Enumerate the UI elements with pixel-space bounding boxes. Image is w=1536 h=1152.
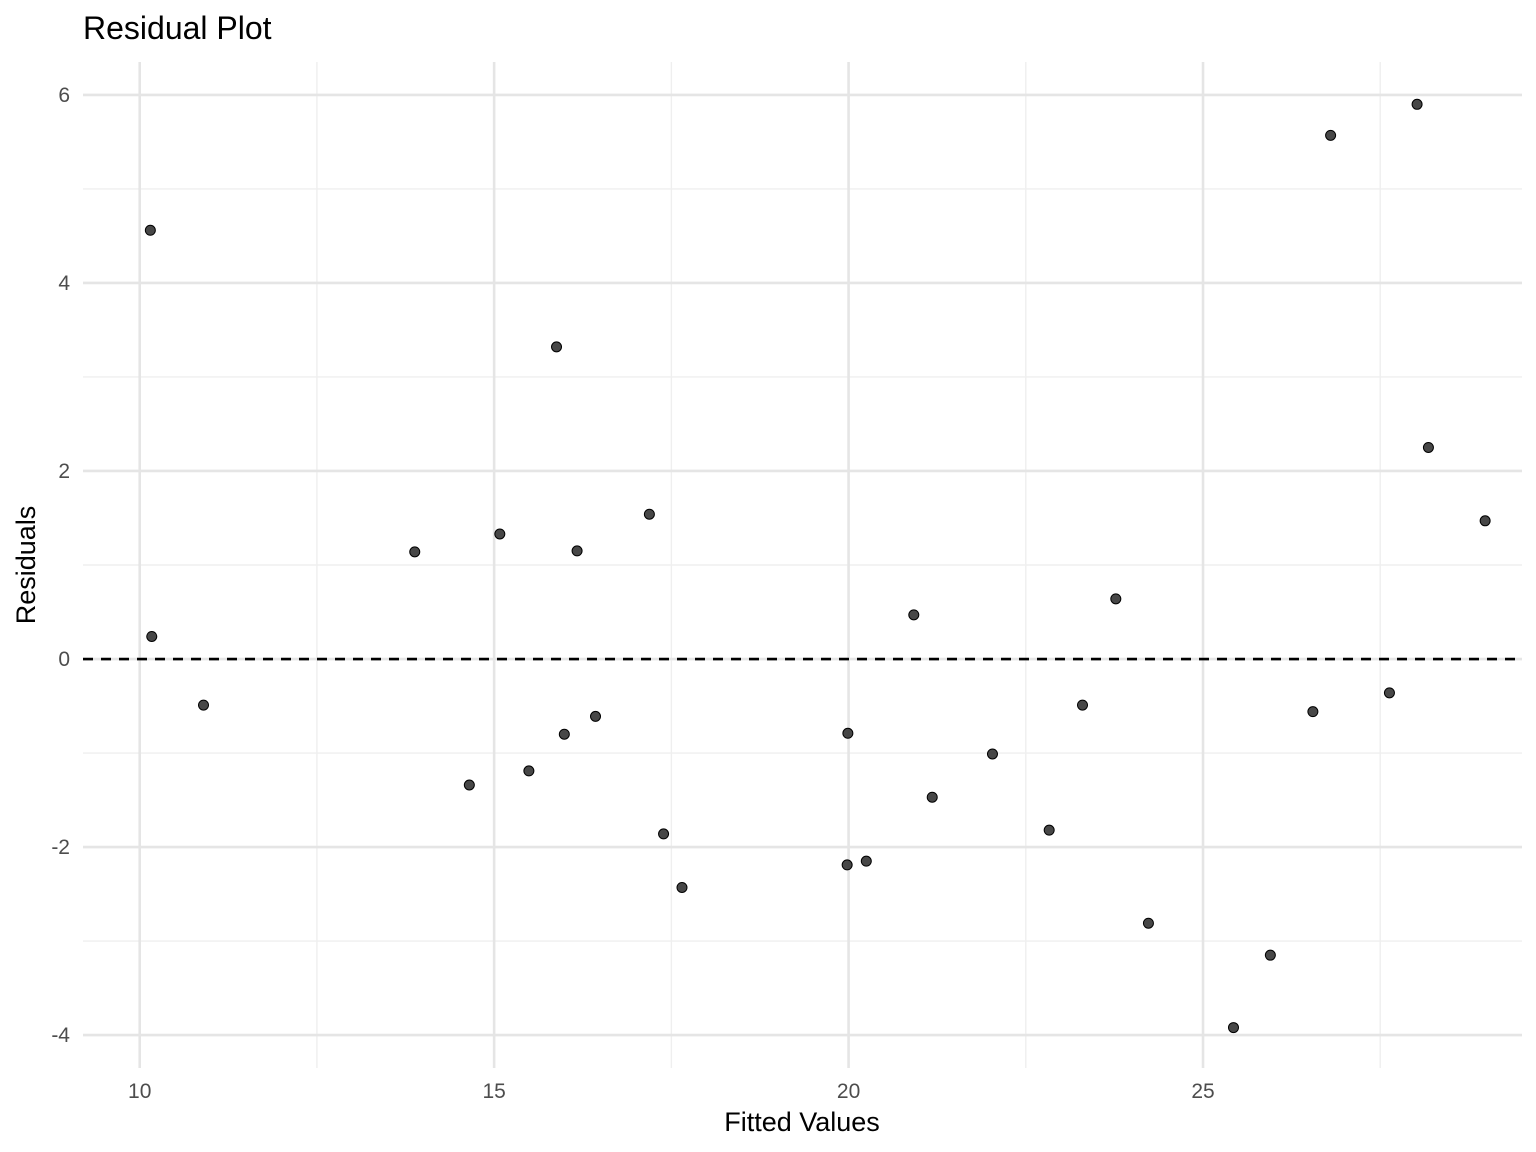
data-point (842, 727, 854, 739)
major-gridlines (83, 62, 1522, 1068)
y-tick-label: 4 (58, 272, 70, 295)
x-tick-label: 25 (1191, 1080, 1214, 1103)
data-point (658, 828, 670, 840)
data-point (558, 728, 570, 740)
data-point (463, 779, 475, 791)
data-point (1227, 1022, 1239, 1034)
data-point (523, 765, 535, 777)
data-point (1110, 593, 1122, 605)
data-point (908, 609, 920, 621)
data-point (551, 341, 563, 353)
y-axis-label: Residuals (11, 506, 41, 625)
data-point (676, 881, 688, 893)
data-point (986, 748, 998, 760)
data-point (1383, 687, 1395, 699)
y-tick-label: -4 (51, 1024, 70, 1047)
y-tick-label: 0 (58, 648, 70, 671)
data-point (198, 699, 210, 711)
data-points (144, 98, 1491, 1034)
data-point (1422, 441, 1434, 453)
y-tick-label: 2 (58, 460, 70, 483)
y-axis-tick-labels: -4 -2 0 2 4 6 (51, 84, 70, 1047)
data-point (643, 508, 655, 520)
x-axis-tick-labels: 10 15 20 25 (128, 1080, 1215, 1103)
y-tick-label: 6 (58, 84, 70, 107)
data-point (146, 630, 158, 642)
data-point (1325, 129, 1337, 141)
data-point (1077, 699, 1089, 711)
data-point (1479, 515, 1491, 527)
data-point (571, 545, 583, 557)
data-point (1307, 706, 1319, 718)
data-point (926, 791, 938, 803)
data-point (1264, 949, 1276, 961)
data-point (494, 528, 506, 540)
data-point (1411, 98, 1423, 110)
data-point (1043, 824, 1055, 836)
data-point (1142, 917, 1154, 929)
x-tick-label: 20 (837, 1080, 860, 1103)
data-point (841, 859, 853, 871)
data-point (590, 710, 602, 722)
x-tick-label: 10 (128, 1080, 151, 1103)
minor-gridlines (83, 62, 1522, 1068)
data-point (409, 546, 421, 558)
x-axis-label: Fitted Values (724, 1107, 880, 1137)
chart-title: Residual Plot (83, 10, 272, 46)
data-point (860, 855, 872, 867)
data-point (144, 224, 156, 236)
y-tick-label: -2 (51, 836, 70, 859)
x-tick-label: 15 (482, 1080, 505, 1103)
